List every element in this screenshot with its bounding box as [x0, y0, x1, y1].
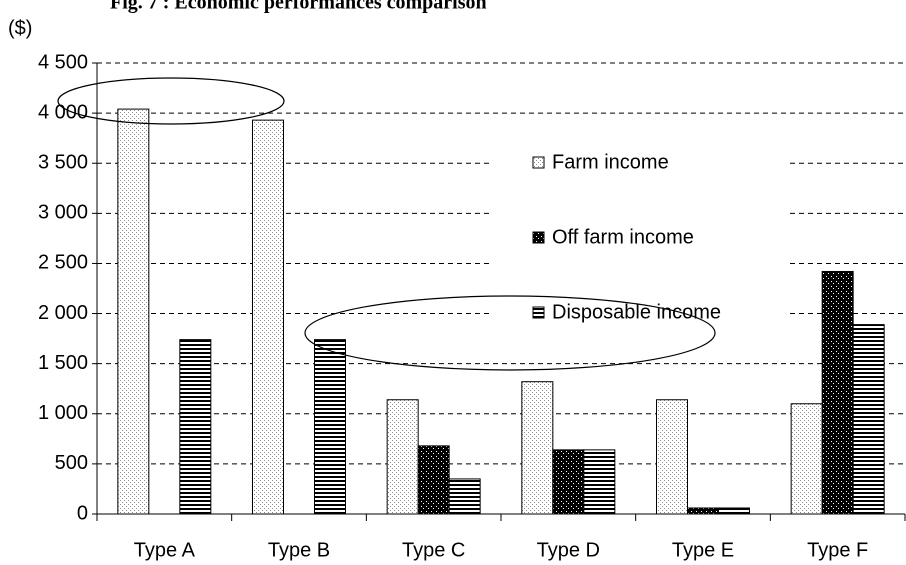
bar — [252, 119, 284, 515]
bar — [583, 449, 616, 515]
y-tick-label: 4 500 — [38, 51, 88, 73]
bar — [852, 324, 885, 515]
bar — [386, 399, 419, 515]
y-tick-label: 0 — [77, 502, 88, 524]
y-axis-label: ($) — [8, 17, 32, 39]
bar — [821, 270, 854, 515]
annotation-ellipse — [304, 295, 716, 371]
y-tick-label: 1 500 — [38, 352, 88, 374]
legend-swatch — [532, 231, 545, 244]
annotation-ellipse — [57, 77, 285, 125]
legend-swatch — [532, 156, 545, 169]
x-tick-label: Type B — [268, 539, 330, 561]
x-tick-label: Type D — [537, 539, 600, 561]
bar — [117, 108, 150, 515]
y-tick-label: 2 500 — [38, 252, 88, 274]
bar — [521, 381, 554, 515]
legend: Farm income Off farm income Disposable inc… — [490, 132, 788, 338]
y-tick-label: 500 — [55, 452, 88, 474]
legend-label: Disposable income — [552, 301, 721, 323]
y-tick-label: 1 000 — [38, 402, 88, 424]
y-tick-label: 4 000 — [38, 101, 88, 123]
y-tick-label: 3 500 — [38, 152, 88, 174]
legend-swatch — [532, 306, 545, 319]
x-tick-label: Type F — [807, 539, 868, 561]
legend-label: Farm income — [552, 151, 669, 173]
y-tick-label: 2 000 — [38, 302, 88, 324]
bar — [417, 445, 450, 515]
bar — [718, 507, 750, 515]
x-tick-label: Type C — [402, 539, 465, 561]
bar — [552, 449, 585, 515]
chart-title: Fig. 7 : Economic performances compariso… — [110, 0, 487, 14]
bar — [790, 403, 823, 515]
bar — [448, 478, 481, 515]
bar — [656, 399, 688, 515]
bar — [179, 339, 212, 515]
x-tick-label: Type E — [672, 539, 734, 561]
legend-label: Off farm income — [552, 226, 694, 248]
y-tick-label: 3 000 — [38, 202, 88, 224]
bar — [687, 507, 719, 515]
bar — [314, 339, 346, 515]
x-tick-label: Type A — [134, 539, 196, 561]
